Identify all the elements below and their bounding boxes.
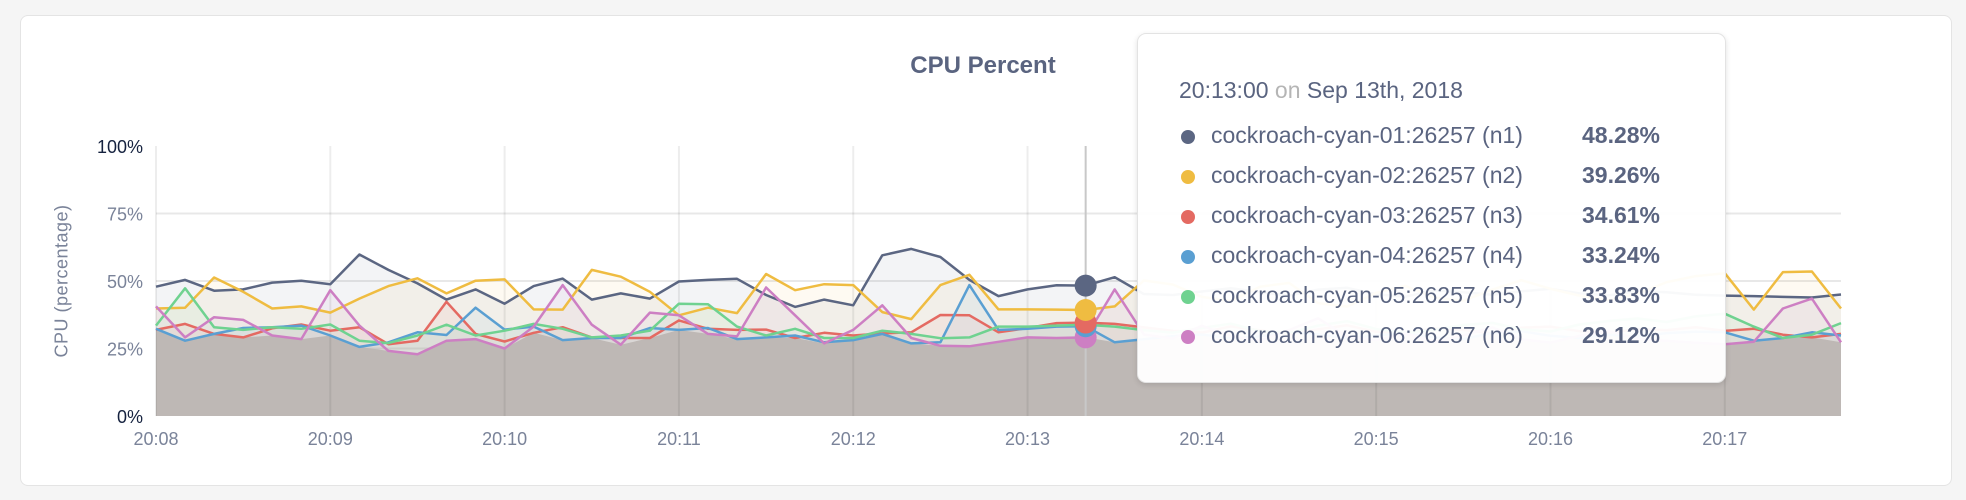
series-dot-icon	[1181, 210, 1195, 224]
x-tick-label: 20:15	[1354, 429, 1399, 449]
tooltip-time: 20:13:00	[1179, 77, 1269, 103]
tooltip-series-name: cockroach-cyan-03:26257 (n3)	[1211, 202, 1523, 228]
y-tick-label: 100%	[97, 137, 143, 157]
y-tick-label: 50%	[107, 272, 143, 292]
x-tick-label: 20:09	[308, 429, 353, 449]
tooltip-series-value: 29.12%	[1582, 322, 1661, 348]
series-area-n5	[156, 288, 1841, 416]
hover-point-n2	[1074, 298, 1097, 321]
tooltip-row: cockroach-cyan-05:26257 (n5) 33.83%	[1179, 282, 1699, 312]
tooltip-series-name: cockroach-cyan-02:26257 (n2)	[1211, 162, 1523, 188]
hover-point-n1	[1074, 274, 1097, 297]
x-tick-label: 20:14	[1179, 429, 1224, 449]
tooltip-row: cockroach-cyan-06:26257 (n6) 29.12%	[1179, 322, 1699, 352]
x-tick-label: 20:12	[831, 429, 876, 449]
series-dot-icon	[1181, 250, 1195, 264]
series-area-n4	[156, 285, 1841, 416]
tooltip-series-value: 33.83%	[1582, 282, 1661, 308]
series-area-n3	[156, 301, 1841, 416]
tooltip-series-name: cockroach-cyan-05:26257 (n5)	[1211, 282, 1523, 308]
tooltip-row: cockroach-cyan-02:26257 (n2) 39.26%	[1179, 162, 1699, 192]
tooltip-header: 20:13:00 on Sep 13th, 2018	[1179, 77, 1463, 104]
series-dot-icon	[1181, 130, 1195, 144]
series-area-n6	[156, 285, 1841, 416]
chart-title: CPU Percent	[910, 52, 1056, 79]
tooltip-series-value: 33.24%	[1582, 242, 1661, 268]
tooltip-series-value: 34.61%	[1582, 202, 1661, 228]
x-tick-label: 20:17	[1702, 429, 1747, 449]
y-tick-label: 25%	[107, 340, 143, 360]
tooltip-on: on	[1274, 77, 1301, 103]
series-dot-icon	[1181, 330, 1195, 344]
tooltip-row: cockroach-cyan-01:26257 (n1) 48.28%	[1179, 122, 1699, 152]
tooltip-series-name: cockroach-cyan-04:26257 (n4)	[1211, 242, 1523, 268]
tooltip-date: Sep 13th, 2018	[1306, 77, 1463, 103]
tooltip-series-name: cockroach-cyan-06:26257 (n6)	[1211, 322, 1523, 348]
y-tick-label: 75%	[107, 205, 143, 225]
y-tick-label: 0%	[117, 407, 143, 427]
x-tick-label: 20:16	[1528, 429, 1573, 449]
tooltip-series-name: cockroach-cyan-01:26257 (n1)	[1211, 122, 1523, 148]
x-tick-label: 20:13	[1005, 429, 1050, 449]
tooltip-series-value: 48.28%	[1582, 122, 1661, 148]
x-tick-label: 20:10	[482, 429, 527, 449]
series-dot-icon	[1181, 290, 1195, 304]
tooltip-row: cockroach-cyan-03:26257 (n3) 34.61%	[1179, 202, 1699, 232]
tooltip-row: cockroach-cyan-04:26257 (n4) 33.24%	[1179, 242, 1699, 272]
hover-tooltip: 20:13:00 on Sep 13th, 2018 cockroach-cya…	[1137, 33, 1726, 383]
series-dot-icon	[1181, 170, 1195, 184]
x-tick-label: 20:11	[657, 429, 701, 449]
x-tick-label: 20:08	[133, 429, 178, 449]
tooltip-series-value: 39.26%	[1582, 162, 1661, 188]
